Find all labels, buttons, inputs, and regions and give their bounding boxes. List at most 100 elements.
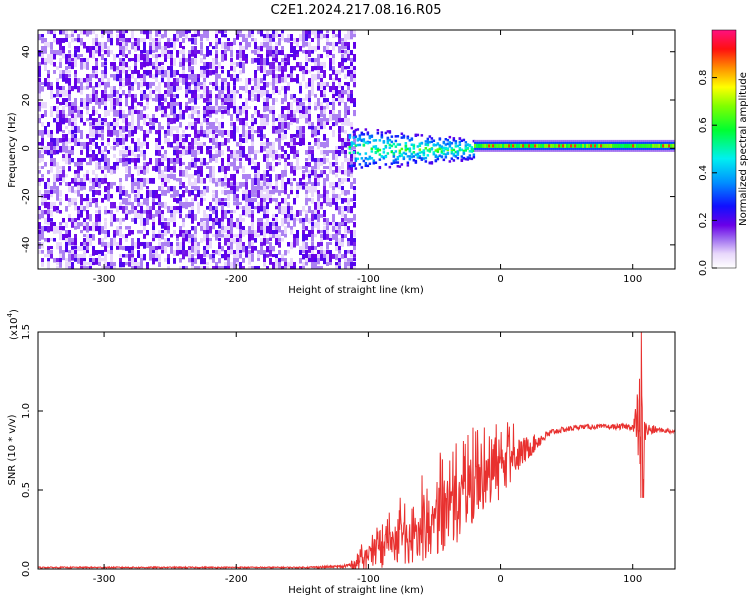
heatmap-cell [107,98,110,102]
heatmap-cell [44,82,47,87]
heatmap-cell [101,94,104,101]
heatmap-cell [83,146,86,150]
heatmap-cell [420,157,424,160]
heatmap-cell [272,230,275,235]
heatmap-cell [221,98,224,103]
heatmap-cell [442,158,446,162]
heatmap-cell [74,98,77,106]
heatmap-cell [107,230,110,238]
heatmap-cell [290,122,293,126]
heatmap-cell [332,34,335,38]
heatmap-cell [161,106,164,110]
heatmap-cell [347,98,350,102]
heatmap-cell [98,182,101,189]
heatmap-cell [71,54,74,58]
heatmap-cell [215,250,218,255]
heatmap-cell [450,147,454,150]
heatmap-cell [224,46,227,50]
heatmap-cell [266,34,269,42]
heatmap-cell [472,139,476,143]
heatmap-cell [149,158,152,165]
heatmap-cell [56,126,59,134]
svg-text:(x104): (x104) [6,309,20,340]
heatmap-cell [89,46,92,53]
heatmap-cell [38,114,41,121]
heatmap-cell [215,210,218,214]
heatmap-cell [338,82,341,89]
heatmap-cell [137,210,140,214]
heatmap-cell [332,106,335,113]
heatmap-cell [284,206,287,214]
heatmap-cell [83,142,86,148]
heatmap-cell [266,162,269,169]
heatmap-cell [143,166,146,170]
heatmap-cell [221,226,224,232]
heatmap-cell [582,143,585,148]
heatmap-cell [137,214,140,220]
heatmap-cell [80,146,83,150]
heatmap-cell [191,158,194,162]
heatmap-cell [620,143,623,148]
heatmap-cell [233,262,236,269]
heatmap-cell [239,134,242,138]
heatmap-cell [257,174,260,179]
heatmap-cell [161,78,164,83]
heatmap-cell [311,74,314,80]
heatmap-cell [191,226,194,231]
heatmap-cell [44,46,47,54]
heatmap-cell [263,66,266,73]
heatmap-cell [167,166,170,172]
heatmap-cell [38,206,41,212]
heatmap-cell [260,182,263,190]
heatmap-cell [284,54,287,61]
heatmap-cell [251,166,254,170]
heatmap-cell [308,126,311,130]
heatmap-cell [266,214,269,219]
heatmap-cell [260,90,263,98]
heatmap-cell [344,234,347,238]
heatmap-cell [53,50,56,56]
heatmap-cell [293,46,296,51]
heatmap-cell [215,102,218,106]
heatmap-cell [80,210,83,215]
heatmap-cell [236,234,239,238]
heatmap-cell [152,250,155,254]
heatmap-cell [206,126,209,130]
heatmap-cell [281,118,284,122]
heatmap-cell [158,254,161,262]
heatmap-cell [592,143,595,148]
heatmap-cell [341,50,344,54]
heatmap-cell [305,106,308,111]
heatmap-cell [317,118,320,126]
heatmap-cell [329,234,332,239]
heatmap-cell [164,54,167,59]
heatmap-cell [314,178,317,183]
heatmap-cell [281,114,284,122]
heatmap-cell [215,42,218,50]
heatmap-cell [155,190,158,196]
heatmap-cell [158,238,161,242]
heatmap-cell [191,254,194,259]
heatmap-cell [68,70,71,74]
heatmap-cell [140,262,143,269]
heatmap-cell [272,150,275,157]
heatmap-cell [308,30,311,35]
heatmap-cell [260,206,263,212]
heatmap-cell [446,152,450,155]
heatmap-cell [422,153,426,157]
heatmap-cell [236,30,239,36]
heatmap-cell [125,174,128,182]
heatmap-cell [56,114,59,118]
heatmap-cell [194,234,197,238]
heatmap-cell [80,114,83,119]
heatmap-cell [74,202,77,206]
heatmap-cell [418,154,422,158]
heatmap-cell [200,238,203,243]
heatmap-cell [200,190,203,197]
heatmap-cell [137,166,140,170]
heatmap-cell [215,266,218,269]
heatmap-cell [338,194,341,200]
heatmap-cell [194,250,197,256]
heatmap-cell [77,186,80,191]
heatmap-cell [137,82,140,90]
